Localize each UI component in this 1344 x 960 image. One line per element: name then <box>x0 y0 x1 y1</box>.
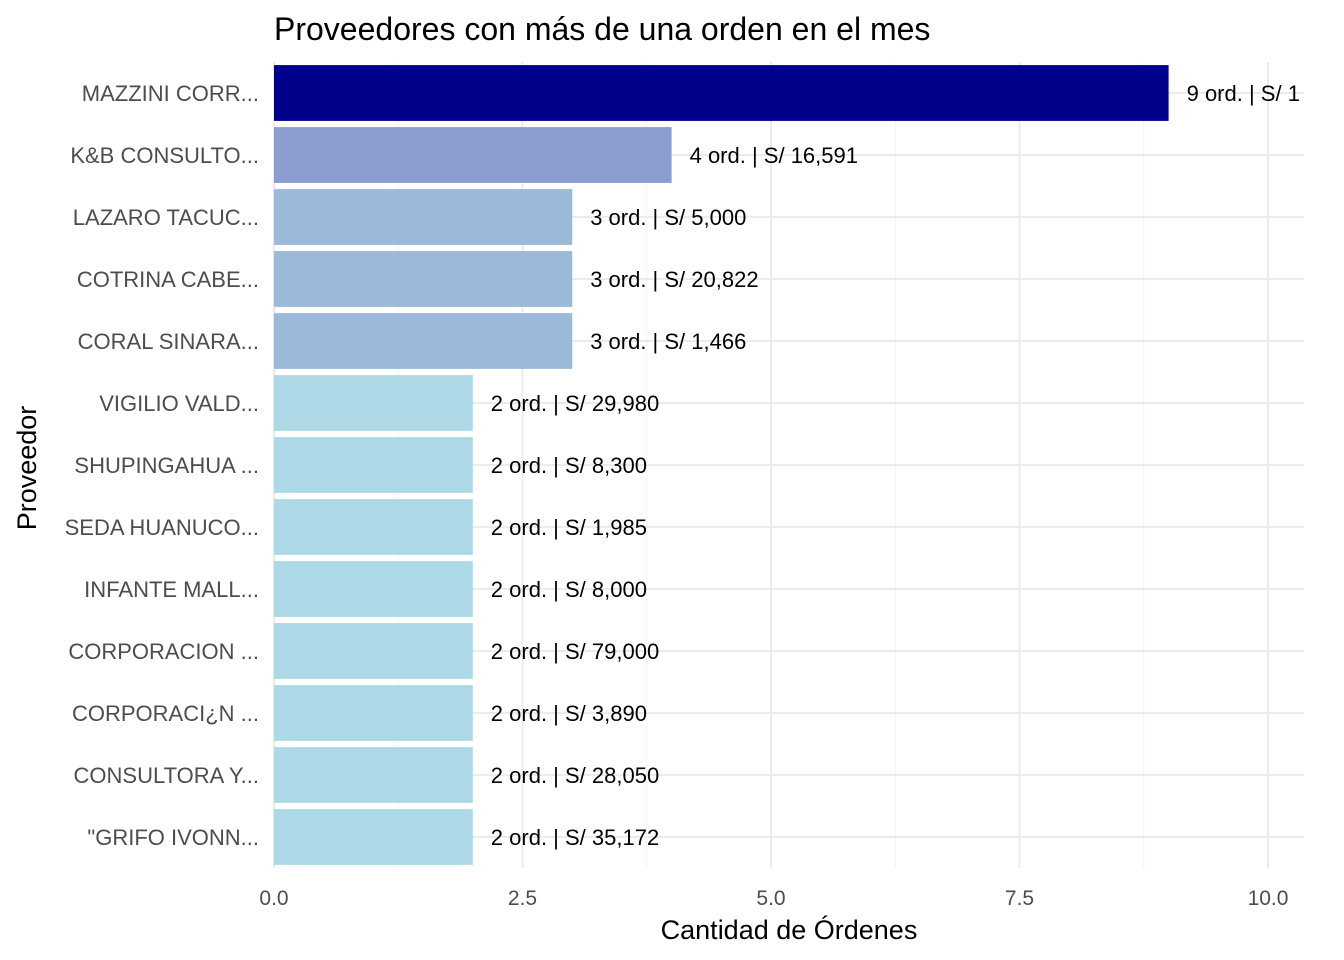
bar <box>274 251 573 307</box>
y-axis-title: Proveedor <box>12 406 42 531</box>
x-tick-label: 2.5 <box>508 887 537 910</box>
x-tick-label: 7.5 <box>1005 887 1034 910</box>
chart-title: Proveedores con más de una orden en el m… <box>274 11 930 47</box>
data-label: 9 ord. | S/ 1 <box>1187 81 1300 106</box>
bar <box>274 313 573 369</box>
y-tick-label: CORPORACION ... <box>68 639 259 664</box>
x-tick-label: 5.0 <box>756 887 785 910</box>
y-tick-label: CONSULTORA Y... <box>74 763 259 788</box>
bar <box>274 561 473 617</box>
y-tick-label: SHUPINGAHUA ... <box>74 453 259 478</box>
y-tick-label: K&B CONSULTO... <box>70 143 259 168</box>
y-tick-label: SEDA HUANUCO... <box>65 515 259 540</box>
bars <box>274 65 1169 865</box>
y-tick-label: INFANTE MALL... <box>84 577 259 602</box>
bar <box>274 375 473 431</box>
data-label: 2 ord. | S/ 28,050 <box>491 763 659 788</box>
data-label: 2 ord. | S/ 8,300 <box>491 453 647 478</box>
data-label: 4 ord. | S/ 16,591 <box>690 143 858 168</box>
data-label: 3 ord. | S/ 20,822 <box>590 267 758 292</box>
data-label: 2 ord. | S/ 29,980 <box>491 391 659 416</box>
data-labels: 9 ord. | S/ 1 4 ord. | S/ 16,591 3 ord. | … <box>491 81 1300 850</box>
bar <box>274 127 672 183</box>
data-label: 3 ord. | S/ 5,000 <box>590 205 746 230</box>
data-label: 3 ord. | S/ 1,466 <box>590 329 746 354</box>
bar <box>274 437 473 493</box>
y-tick-label: VIGILIO VALD... <box>99 391 259 416</box>
data-label: 2 ord. | S/ 79,000 <box>491 639 659 664</box>
x-tick-label: 0.0 <box>259 887 288 910</box>
bar <box>274 685 473 741</box>
bar <box>274 65 1169 121</box>
bar <box>274 189 573 245</box>
y-axis-tick-labels: MAZZINI CORR... K&B CONSULTO... LAZARO TAC… <box>65 81 259 850</box>
bar <box>274 809 473 865</box>
x-axis-tick-labels: 0.0 2.5 5.0 7.5 10.0 <box>259 887 1288 910</box>
bar <box>274 747 473 803</box>
y-tick-label: CORPORACI¿N ... <box>72 701 259 726</box>
bar <box>274 623 473 679</box>
y-tick-label: LAZARO TACUC... <box>73 205 259 230</box>
data-label: 2 ord. | S/ 3,890 <box>491 701 647 726</box>
bar <box>274 499 473 555</box>
y-tick-label: MAZZINI CORR... <box>82 81 259 106</box>
y-tick-label: CORAL SINARA... <box>78 329 259 354</box>
x-axis-title: Cantidad de Órdenes <box>661 914 918 945</box>
y-tick-label: COTRINA CABE... <box>77 267 259 292</box>
data-label: 2 ord. | S/ 35,172 <box>491 825 659 850</box>
x-tick-label: 10.0 <box>1248 887 1289 910</box>
data-label: 2 ord. | S/ 8,000 <box>491 577 647 602</box>
data-label: 2 ord. | S/ 1,985 <box>491 515 647 540</box>
y-tick-label: "GRIFO IVONN... <box>87 825 259 850</box>
